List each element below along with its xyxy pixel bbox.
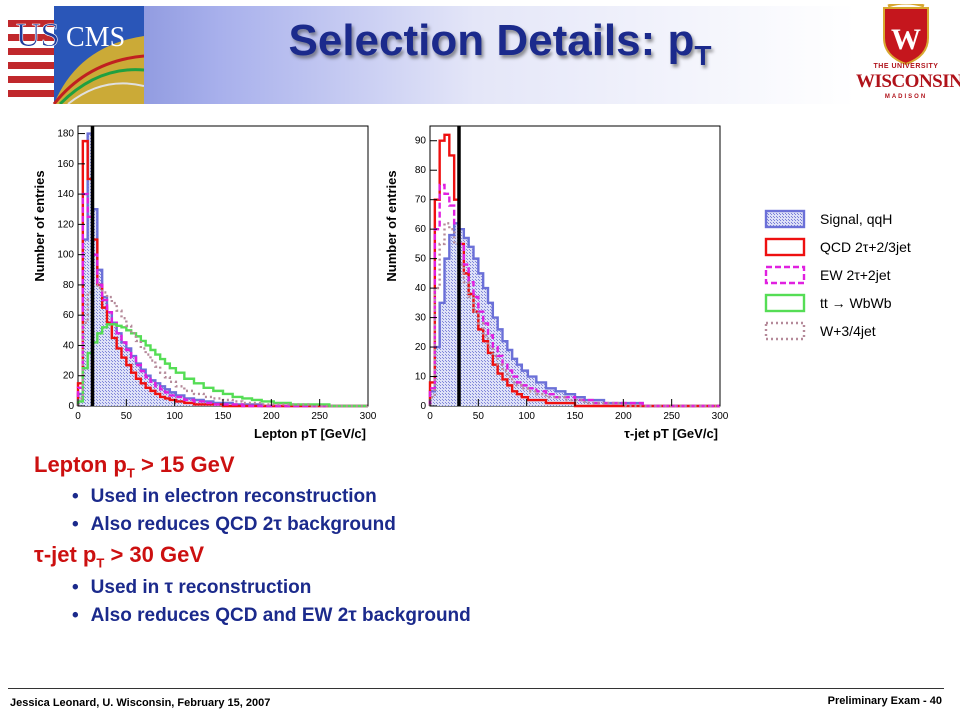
x-tick-label: 50 — [121, 411, 133, 422]
x-tick-label: 300 — [360, 411, 377, 422]
y-tick-label: 180 — [57, 129, 74, 140]
x-tick-label: 50 — [473, 411, 485, 422]
taujet-pt-chart: 0 50 100 150 200 250 300 0 10 20 30 40 50 60 70 80 90 τ-j… — [384, 125, 729, 441]
x-tick-label: 0 — [427, 411, 433, 422]
y-tick-label: 50 — [415, 254, 427, 265]
header-band — [8, 6, 856, 104]
legend-swatch — [764, 265, 806, 285]
x-axis-label: τ-jet pT [GeV/c] — [624, 426, 718, 441]
bullet-taujet-sub2: Also reduces QCD and EW 2τ background — [72, 605, 834, 627]
legend-label: W+3/4jet — [820, 323, 876, 339]
bullet-taujet-cut: τ-jet pT > 30 GeV — [34, 542, 205, 571]
series-ew-2-2jet — [76, 192, 368, 408]
x-tick-label: 150 — [567, 411, 584, 422]
y-tick-label: 120 — [57, 219, 74, 230]
legend-label: EW 2τ+2jet — [820, 267, 891, 283]
y-tick-label: 0 — [68, 401, 74, 412]
x-tick-label: 200 — [263, 411, 280, 422]
bullet-taujet-sub1: Used in τ reconstruction — [72, 577, 834, 599]
uw-text-madison: MADISON — [884, 94, 928, 100]
uw-text-university: THE UNIVERSITY — [873, 63, 939, 70]
uscms-logo: US CMS — [8, 6, 144, 104]
bullet-lepton-sub1: Used in electron reconstruction — [72, 486, 834, 508]
footer-page-number: Preliminary Exam - 40 — [827, 695, 942, 707]
uw-text-wisconsin: WISCONSIN — [856, 71, 960, 92]
legend-swatch — [764, 321, 806, 341]
y-tick-label: 70 — [415, 195, 427, 206]
series-w-3-4jet — [76, 283, 368, 408]
legend-swatch — [764, 293, 806, 313]
uw-crest-logo: W — [883, 4, 929, 66]
slide-title: Selection Details: pT — [288, 16, 712, 71]
legend-label: QCD 2τ+2/3jet — [820, 239, 911, 255]
bullet-lepton-cut: Lepton pT > 15 GeV — [34, 452, 235, 481]
x-tick-label: 200 — [615, 411, 632, 422]
y-tick-label: 0 — [420, 401, 426, 412]
y-tick-label: 160 — [57, 159, 74, 170]
x-tick-label: 150 — [215, 411, 232, 422]
series-tt-wbwb — [76, 323, 368, 408]
uscms-logo-text: US — [16, 17, 59, 54]
y-tick-label: 60 — [415, 224, 427, 235]
uscms-logo-text-cms: CMS — [66, 22, 125, 53]
y-tick-label: 10 — [415, 372, 427, 383]
bullet-lepton-sub2: Also reduces QCD 2τ background — [72, 514, 834, 536]
x-tick-label: 250 — [311, 411, 328, 422]
y-tick-label: 140 — [57, 189, 74, 200]
y-tick-label: 90 — [415, 136, 427, 147]
x-axis-label: Lepton pT [GeV/c] — [254, 426, 366, 441]
uw-crest-letter: W — [891, 23, 921, 56]
footer-author: Jessica Leonard, U. Wisconsin, February … — [10, 697, 271, 709]
y-tick-label: 40 — [415, 283, 427, 294]
flag-stripes — [8, 6, 58, 104]
series-qcd-2-2-3jet — [428, 133, 720, 408]
legend-swatch — [764, 209, 806, 229]
series-w-3-4jet — [428, 222, 720, 408]
y-tick-label: 80 — [415, 165, 427, 176]
y-axis-label: Number of entries — [32, 170, 47, 281]
legend-label: Signal, qqH — [820, 211, 892, 227]
x-tick-label: 100 — [166, 411, 183, 422]
y-tick-label: 30 — [415, 313, 427, 324]
y-tick-label: 20 — [63, 371, 75, 382]
y-tick-label: 20 — [415, 342, 427, 353]
x-tick-label: 300 — [712, 411, 729, 422]
chart-legend: Signal, qqH QCD 2τ+2/3jet EW 2τ+2jet tt → W… — [764, 209, 911, 341]
legend-swatch — [764, 237, 806, 257]
lepton-pt-chart: 0 50 100 150 200 250 300 0 20 40 60 80 100 120 140 160 1… — [32, 125, 377, 441]
x-tick-label: 100 — [518, 411, 535, 422]
x-tick-label: 250 — [663, 411, 680, 422]
y-tick-label: 100 — [57, 250, 74, 261]
y-tick-label: 80 — [63, 280, 75, 291]
bullet-list: Lepton pT > 15 GeV Used in electron reco… — [34, 452, 834, 633]
legend-label: tt → WbWb — [820, 295, 892, 311]
y-tick-label: 40 — [63, 340, 75, 351]
footer-divider — [8, 688, 944, 689]
y-tick-label: 60 — [63, 310, 75, 321]
y-axis-label: Number of entries — [384, 170, 399, 281]
x-tick-label: 0 — [75, 411, 81, 422]
